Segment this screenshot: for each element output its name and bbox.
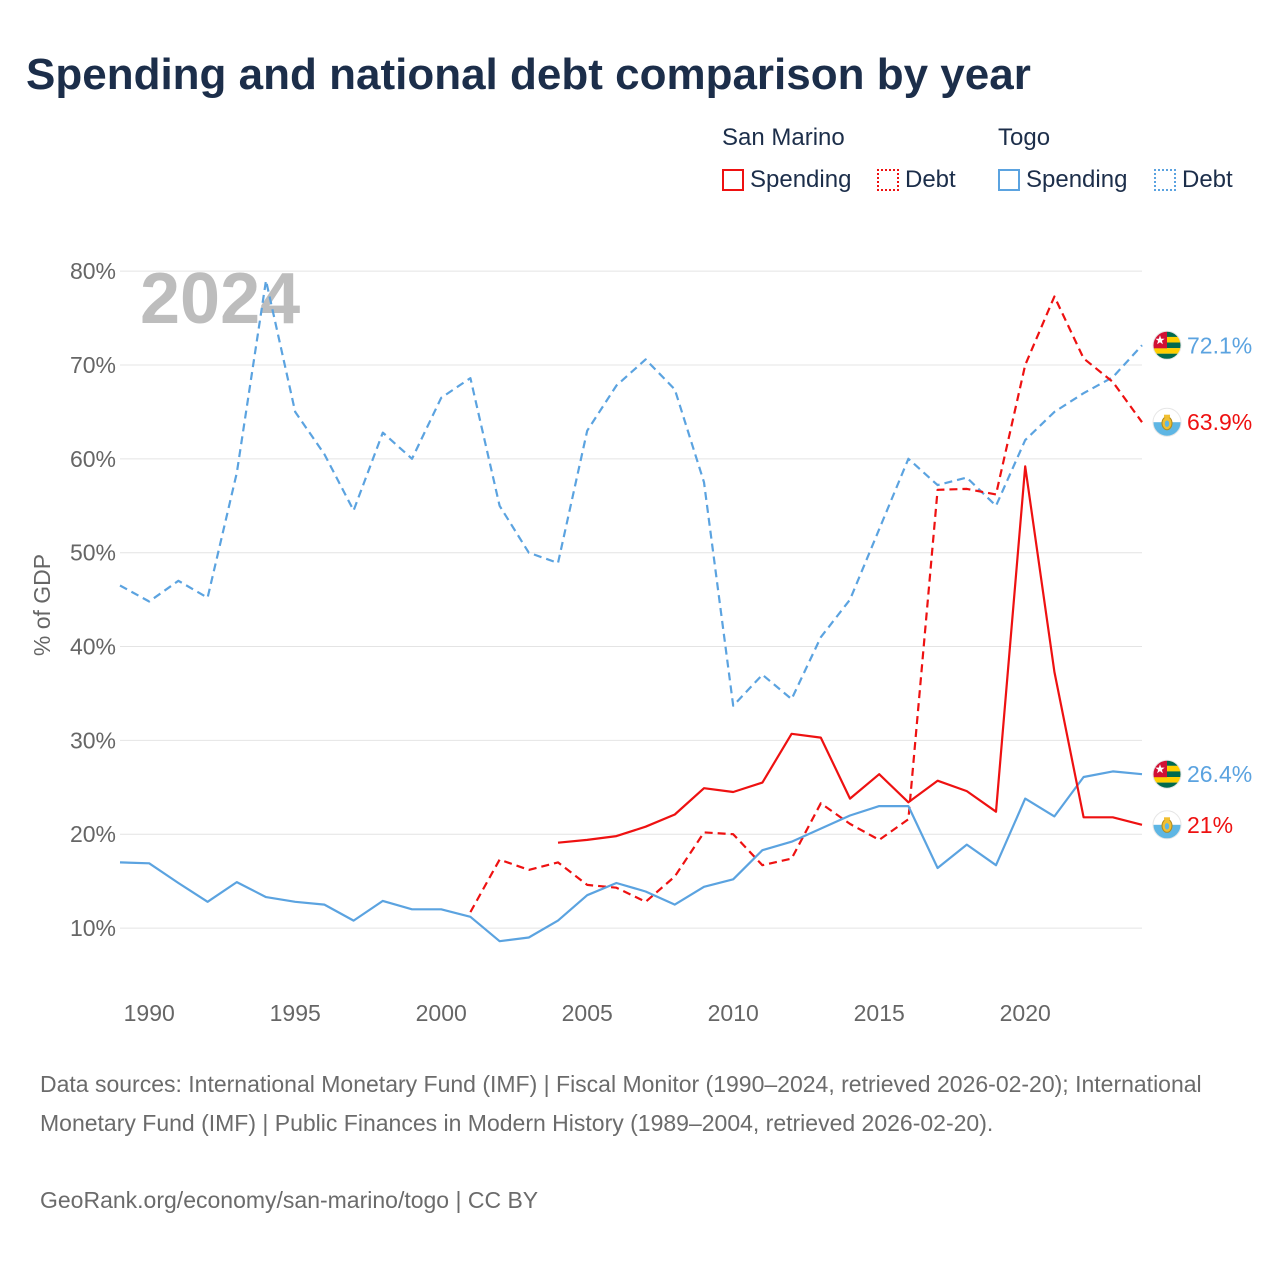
- y-tick-label: 50%: [70, 540, 116, 566]
- legend-swatch-solid-icon: [998, 169, 1020, 191]
- san-marino-flag-icon: [1152, 407, 1182, 437]
- y-tick-label: 40%: [70, 634, 116, 660]
- series-line-togo-spending: [119, 770, 1143, 943]
- x-axis: 1990 1995 2000 2005 2010 2015 2020: [124, 1000, 1051, 1026]
- footer-credit[interactable]: GeoRank.org/economy/san-marino/togo | CC…: [40, 1187, 539, 1213]
- series-layer: [119, 279, 1143, 943]
- togo-flag-icon: [1152, 330, 1182, 360]
- series-line-togo-debt: [119, 279, 1143, 707]
- legend-group-togo: Togo: [998, 124, 1051, 151]
- y-tick-label: 30%: [70, 727, 116, 753]
- series-line-san-marino-spending: [557, 465, 1143, 844]
- legend-label: Debt: [905, 166, 956, 193]
- legend-togo-debt[interactable]: Debt: [1154, 166, 1233, 194]
- togo-flag-icon: [1152, 759, 1182, 789]
- legend-swatch-dotted-icon: [1154, 169, 1176, 191]
- end-value-label: 72.1%: [1187, 332, 1252, 358]
- san-marino-flag-icon: [1152, 810, 1182, 840]
- x-tick-label: 2000: [416, 1000, 467, 1026]
- y-tick-label: 10%: [70, 915, 116, 941]
- end-value-label: 63.9%: [1187, 409, 1252, 435]
- legend-san-marino-spending[interactable]: Spending: [722, 166, 851, 194]
- end-markers: 72.1% 63.9% 26.4% 21%: [1152, 330, 1252, 840]
- end-value-label: 26.4%: [1187, 761, 1252, 787]
- series-line-san-marino-debt: [469, 295, 1143, 913]
- footer-sources: Data sources: International Monetary Fun…: [40, 1071, 1202, 1136]
- y-axis-title: % of GDP: [29, 554, 55, 656]
- year-watermark: 2024: [140, 259, 300, 339]
- page-title: Spending and national debt comparison by…: [26, 50, 1031, 99]
- grid: [120, 270, 1142, 929]
- y-tick-label: 60%: [70, 446, 116, 472]
- legend-label: Spending: [1026, 166, 1128, 193]
- x-tick-label: 1995: [270, 1000, 321, 1026]
- y-tick-label: 20%: [70, 821, 116, 847]
- legend-group-san-marino: San Marino: [722, 124, 845, 151]
- legend-swatch-dotted-icon: [877, 169, 899, 191]
- legend-label: Debt: [1182, 166, 1233, 193]
- line-chart: 2024 10% 20% 30% 40% 50% 60% 70% 80% 1990 1995 20…: [29, 258, 1252, 1026]
- x-tick-label: 2005: [562, 1000, 613, 1026]
- x-tick-label: 2020: [1000, 1000, 1051, 1026]
- x-tick-label: 1990: [124, 1000, 175, 1026]
- y-axis: 10% 20% 30% 40% 50% 60% 70% 80%: [70, 258, 116, 941]
- end-value-label: 21%: [1187, 812, 1233, 838]
- legend-togo-spending[interactable]: Spending: [998, 166, 1127, 194]
- legend-label: Spending: [750, 166, 852, 193]
- x-tick-label: 2015: [854, 1000, 905, 1026]
- legend-swatch-solid-icon: [722, 169, 744, 191]
- legend-san-marino-debt[interactable]: Debt: [877, 166, 956, 194]
- x-tick-label: 2010: [708, 1000, 759, 1026]
- y-tick-label: 80%: [70, 258, 116, 284]
- y-tick-label: 70%: [70, 352, 116, 378]
